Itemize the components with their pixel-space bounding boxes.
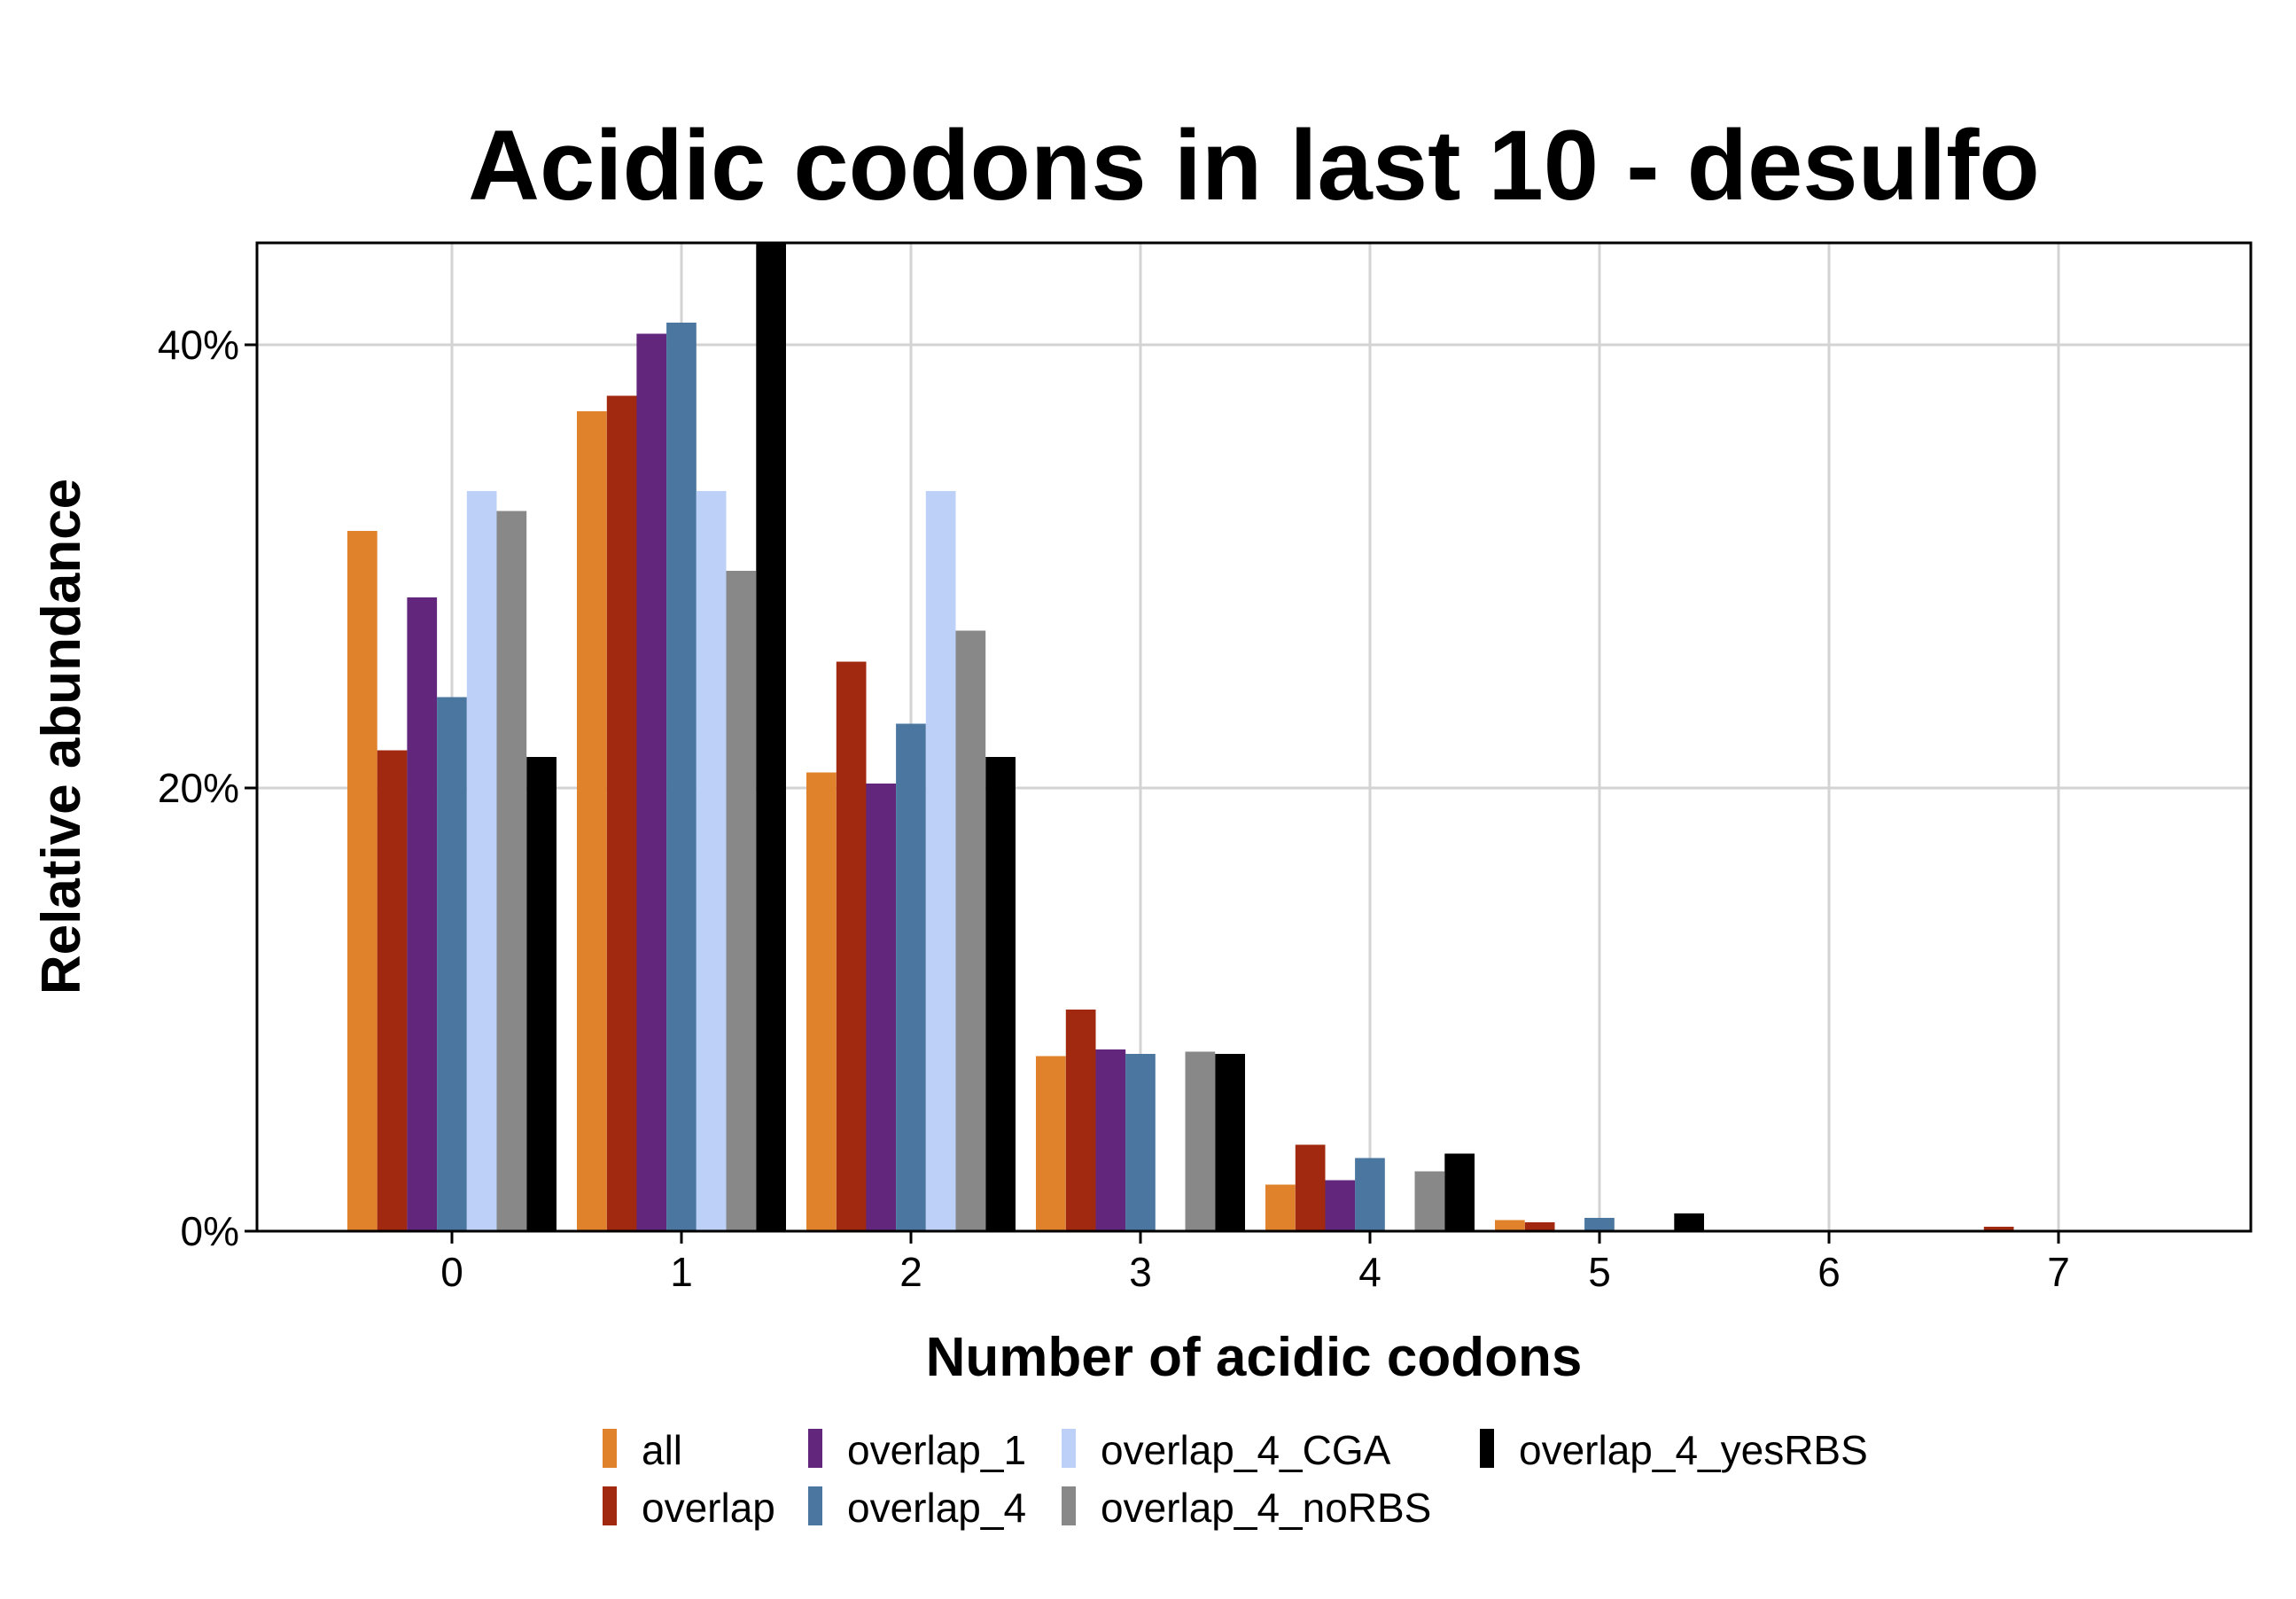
bar-overlap_4-1 bbox=[666, 323, 697, 1231]
x-tick-label: 5 bbox=[1588, 1249, 1611, 1295]
bar-overlap_4-3 bbox=[1125, 1054, 1156, 1231]
plot-frame bbox=[255, 241, 2253, 1233]
bar-overlap_4_noRBS-1 bbox=[726, 571, 757, 1231]
bar-overlap_1-1 bbox=[636, 333, 667, 1231]
x-tick-label: 1 bbox=[670, 1249, 693, 1295]
bar-overlap-3 bbox=[1065, 1010, 1096, 1231]
bar-overlap_1-3 bbox=[1095, 1049, 1126, 1231]
legend-label-overlap_4_noRBS: overlap_4_noRBS bbox=[1101, 1485, 1431, 1531]
x-tick-label: 7 bbox=[2047, 1249, 2070, 1295]
bar-all-4 bbox=[1265, 1184, 1296, 1231]
legend-swatch-overlap_4 bbox=[808, 1486, 822, 1525]
bar-all-0 bbox=[347, 531, 377, 1231]
bar-overlap_4_CGA-2 bbox=[925, 491, 956, 1231]
bar-overlap_4_yesRBS-5 bbox=[1674, 1213, 1704, 1231]
bar-overlap_4_yesRBS-0 bbox=[526, 757, 556, 1231]
legend-swatch-overlap_1 bbox=[808, 1429, 822, 1468]
bar-overlap-0 bbox=[377, 750, 408, 1231]
legend-label-all: all bbox=[642, 1427, 682, 1473]
legend-swatch-overlap bbox=[603, 1486, 617, 1525]
x-tick-label: 4 bbox=[1358, 1249, 1381, 1295]
legend-label-overlap_4_yesRBS: overlap_4_yesRBS bbox=[1519, 1427, 1868, 1473]
bar-overlap_4_noRBS-2 bbox=[955, 630, 986, 1231]
bar-all-5 bbox=[1495, 1220, 1525, 1231]
legend-swatch-overlap_4_yesRBS bbox=[1480, 1429, 1494, 1468]
legend-label-overlap: overlap bbox=[642, 1485, 775, 1531]
bar-overlap_1-2 bbox=[866, 784, 897, 1231]
legend-swatch-overlap_4_noRBS bbox=[1062, 1486, 1076, 1525]
legend: all overlap overlap_1 overlap_4 overlap_4_CG… bbox=[603, 1427, 1868, 1531]
axis-ticks: 0 1 2 3 4 5 6 7 0% 20% 40% bbox=[158, 322, 2070, 1295]
bar-all-3 bbox=[1036, 1056, 1066, 1231]
bar-overlap_4_CGA-1 bbox=[696, 491, 727, 1231]
bar-all-1 bbox=[577, 411, 607, 1231]
y-tick-label: 20% bbox=[158, 765, 239, 811]
x-tick-label: 0 bbox=[440, 1249, 463, 1295]
bar-overlap_4_noRBS-3 bbox=[1185, 1051, 1216, 1231]
legend-label-overlap_4_CGA: overlap_4_CGA bbox=[1101, 1427, 1391, 1473]
bar-overlap_1-0 bbox=[407, 597, 438, 1231]
bar-overlap_4-0 bbox=[437, 697, 467, 1231]
x-axis-title: Number of acidic codons bbox=[926, 1327, 1583, 1388]
chart-title: Acidic codons in last 10 - desulfo bbox=[468, 110, 2040, 221]
bar-all-2 bbox=[806, 772, 837, 1231]
legend-label-overlap_4: overlap_4 bbox=[847, 1485, 1026, 1531]
bar-overlap_4_noRBS-4 bbox=[1414, 1171, 1445, 1231]
bar-overlap-5 bbox=[1524, 1222, 1555, 1231]
y-axis-title: Relative abundance bbox=[31, 479, 92, 994]
bar-overlap_4_yesRBS-2 bbox=[985, 757, 1016, 1231]
bar-overlap_4_CGA-0 bbox=[466, 491, 497, 1231]
x-tick-label: 6 bbox=[1817, 1249, 1841, 1295]
legend-label-overlap_1: overlap_1 bbox=[847, 1427, 1026, 1473]
legend-swatch-overlap_4_CGA bbox=[1062, 1429, 1076, 1468]
bar-overlap-7 bbox=[1983, 1227, 2014, 1231]
bar-overlap_4_noRBS-0 bbox=[496, 511, 527, 1231]
bar-overlap_4-5 bbox=[1584, 1218, 1615, 1231]
y-tick-label: 0% bbox=[181, 1208, 239, 1254]
x-tick-label: 2 bbox=[899, 1249, 922, 1295]
y-tick-label: 40% bbox=[158, 322, 239, 368]
legend-swatch-all bbox=[603, 1429, 617, 1468]
x-tick-label: 3 bbox=[1129, 1249, 1152, 1295]
bar-overlap_4_yesRBS-1 bbox=[756, 243, 786, 1231]
bar-overlap_4-2 bbox=[896, 723, 926, 1231]
bar-overlap_4_yesRBS-4 bbox=[1444, 1153, 1475, 1231]
bar-overlap-4 bbox=[1295, 1144, 1326, 1231]
bar-overlap-1 bbox=[606, 395, 637, 1231]
bar-overlap_4_yesRBS-3 bbox=[1215, 1054, 1245, 1231]
bar-overlap_1-4 bbox=[1325, 1180, 1356, 1231]
bar-overlap_4-4 bbox=[1355, 1158, 1385, 1231]
bar-overlap-2 bbox=[836, 661, 867, 1231]
bars bbox=[347, 243, 2014, 1231]
